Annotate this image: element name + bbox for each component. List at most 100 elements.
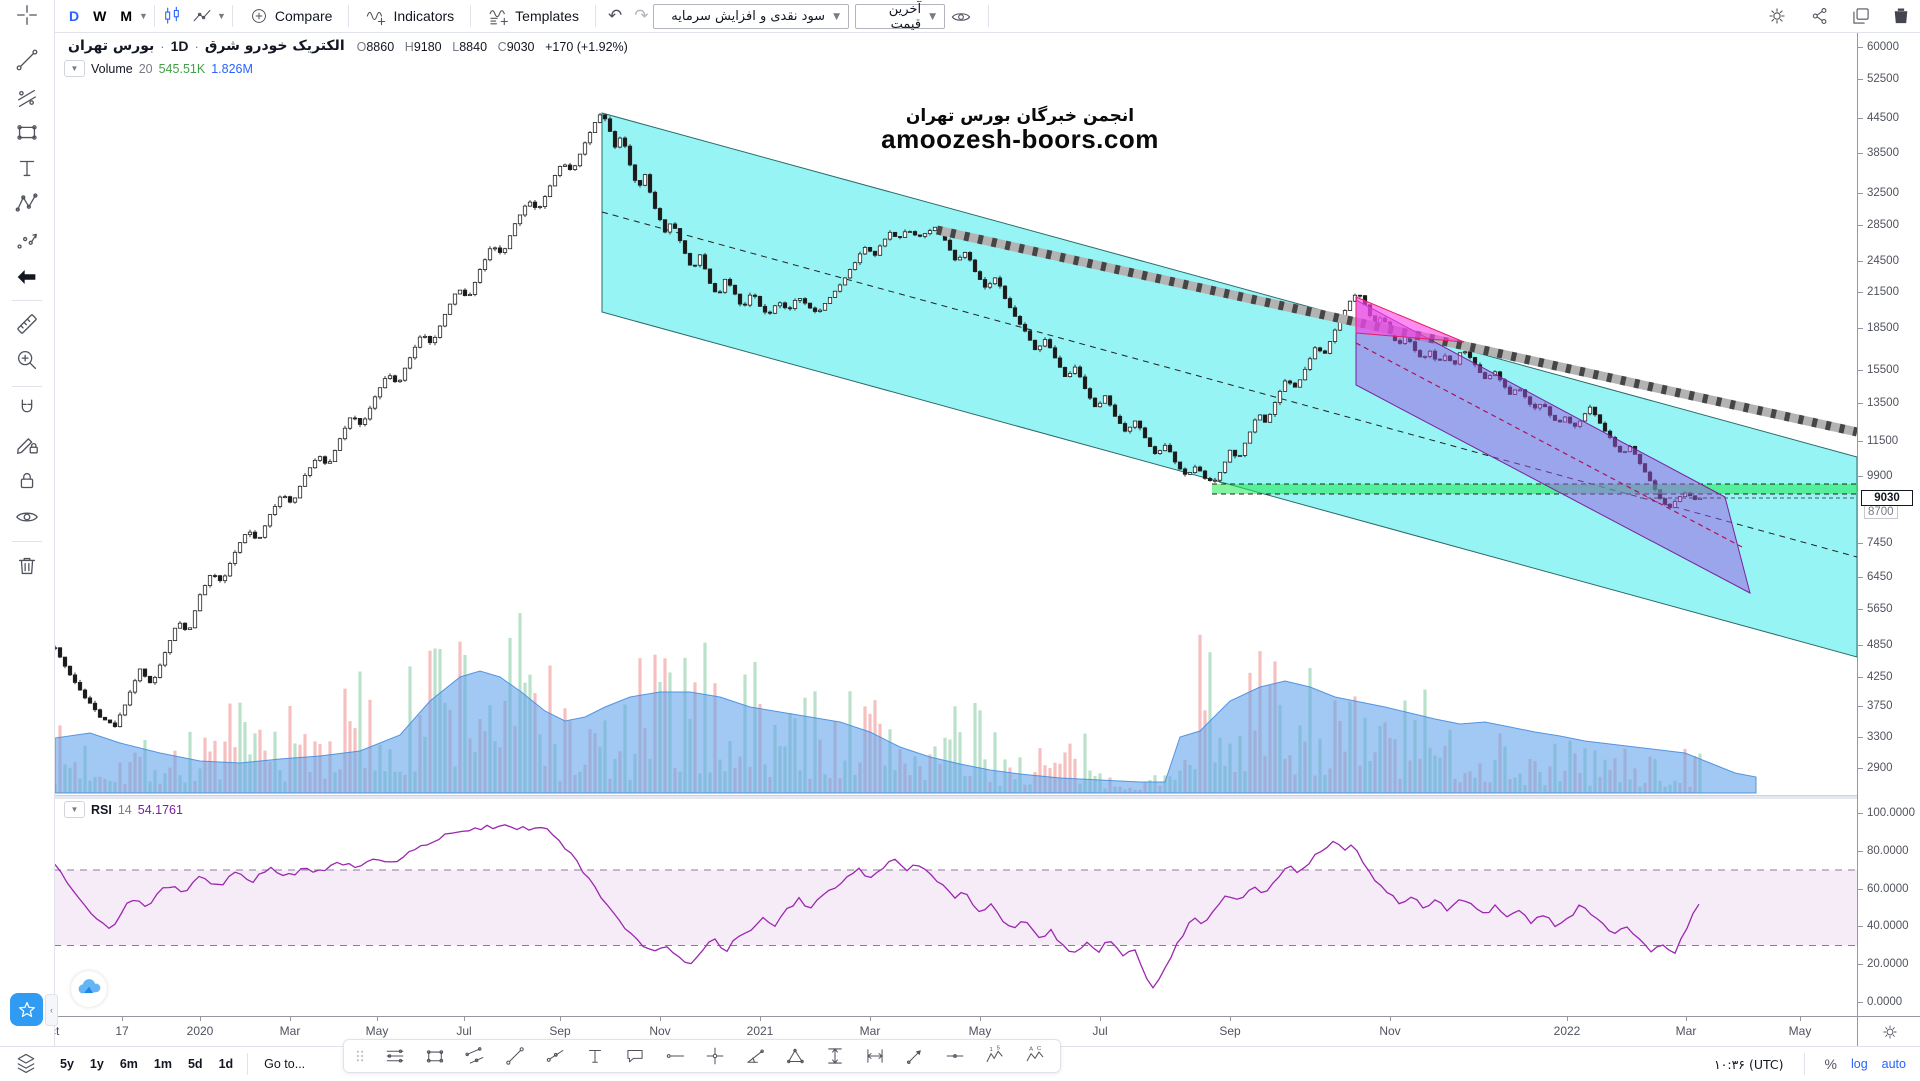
main-chart-canvas[interactable] bbox=[54, 32, 1857, 795]
time-axis-label: Jul bbox=[456, 1024, 472, 1038]
pane-separator[interactable] bbox=[54, 795, 1857, 799]
sidebar-collapse-handle[interactable]: ‹ bbox=[45, 994, 58, 1026]
timeframe-d-button[interactable]: D bbox=[62, 8, 86, 24]
callout-icon[interactable] bbox=[616, 1043, 654, 1069]
ruler-icon[interactable] bbox=[13, 310, 41, 338]
price-tick bbox=[1858, 645, 1863, 646]
hide-all-icon[interactable] bbox=[13, 503, 41, 531]
chart-type-chevron-icon[interactable]: ▼ bbox=[216, 11, 226, 21]
last-price-badge: 9030 bbox=[1861, 490, 1913, 506]
rectangle-icon[interactable] bbox=[13, 118, 41, 146]
candles-chart-type-icon[interactable] bbox=[161, 5, 183, 27]
eye-icon[interactable] bbox=[950, 6, 972, 28]
price-axis[interactable]: 9030 8700 60000 52500 44500 38500 32500 28500… bbox=[1857, 0, 1920, 1016]
drawing-lock-icon[interactable] bbox=[13, 430, 41, 458]
rsi-axis-label: 80.0000 bbox=[1867, 845, 1909, 857]
trend-angle-icon[interactable] bbox=[736, 1043, 774, 1069]
horizontal-line-icon[interactable] bbox=[936, 1043, 974, 1069]
price-tick bbox=[1858, 677, 1863, 678]
volume-label[interactable]: Volume bbox=[91, 61, 133, 76]
rectangle-icon[interactable] bbox=[416, 1043, 454, 1069]
main-chart-pane[interactable] bbox=[54, 32, 1857, 795]
screenshot-icon[interactable] bbox=[1850, 5, 1872, 27]
parallel-channel-icon[interactable] bbox=[456, 1043, 494, 1069]
cross-line-icon[interactable] bbox=[696, 1043, 734, 1069]
range-1m-button[interactable]: 1m bbox=[153, 1057, 172, 1071]
ray-icon[interactable] bbox=[536, 1043, 574, 1069]
timeframe-m-button[interactable]: M bbox=[113, 8, 139, 24]
rsi-canvas[interactable] bbox=[54, 798, 1857, 1016]
date-range-icon[interactable] bbox=[856, 1043, 894, 1069]
triangle-icon[interactable] bbox=[776, 1043, 814, 1069]
auto-scale-button[interactable]: auto bbox=[1881, 1057, 1906, 1071]
timeframe-chevron-icon[interactable]: ▼ bbox=[139, 11, 148, 21]
remove-all-icon[interactable] bbox=[13, 552, 41, 580]
symbol-legend[interactable]: بورس تهران · 1D · الکتریک خودرو شرق O886… bbox=[68, 38, 628, 54]
time-tick bbox=[980, 1017, 981, 1021]
rsi-pane[interactable] bbox=[54, 798, 1857, 1016]
templates-button[interactable]: Templates bbox=[477, 5, 589, 27]
rsi-collapse-button[interactable]: ▼ bbox=[64, 801, 85, 818]
trend-line-icon[interactable] bbox=[496, 1043, 534, 1069]
gear-icon[interactable] bbox=[1766, 5, 1788, 27]
xabcd-pattern-icon[interactable] bbox=[13, 189, 41, 217]
symbol-name[interactable]: الکتریک خودرو شرق bbox=[204, 38, 345, 54]
rsi-tick bbox=[1858, 926, 1863, 927]
drag-handle[interactable] bbox=[350, 1046, 370, 1066]
templates-label: Templates bbox=[515, 8, 579, 24]
zoom-in-icon[interactable] bbox=[13, 346, 41, 374]
text-tool-icon[interactable] bbox=[13, 154, 41, 182]
undo-button[interactable]: ↶ bbox=[607, 6, 623, 25]
delete-layout-icon[interactable] bbox=[1890, 5, 1912, 27]
rsi-legend: ▼ RSI 14 54.1761 bbox=[64, 801, 183, 818]
object-tree-icon[interactable] bbox=[13, 1050, 39, 1076]
dividend-mode-dropdown[interactable]: ▼ سود نقدی و افزایش سرمایه bbox=[653, 4, 849, 29]
arrow-draw-icon[interactable] bbox=[896, 1043, 934, 1069]
volume-collapse-button[interactable]: ▼ bbox=[64, 60, 85, 77]
goto-button[interactable]: Go to... bbox=[264, 1057, 306, 1071]
rsi-axis-label: 20.0000 bbox=[1867, 958, 1909, 970]
lock-all-icon[interactable] bbox=[13, 467, 41, 495]
indicators-button[interactable]: Indicators bbox=[355, 5, 464, 27]
crosshair-icon[interactable] bbox=[13, 1, 41, 29]
log-scale-button[interactable]: log bbox=[1850, 1057, 1868, 1071]
broker-logo[interactable] bbox=[71, 971, 107, 1007]
favorites-toolbar-button[interactable] bbox=[10, 993, 43, 1026]
ohlc-values: O8860 H9180 L8840 C9030 +170 (+1.92%) bbox=[357, 39, 628, 54]
rsi-tick bbox=[1858, 851, 1863, 852]
redo-button[interactable]: ↷ bbox=[634, 6, 649, 25]
share-icon[interactable] bbox=[1809, 5, 1831, 27]
range-1d-button[interactable]: 1d bbox=[218, 1057, 234, 1071]
timeframe-w-button[interactable]: W bbox=[86, 8, 113, 24]
rsi-label[interactable]: RSI bbox=[91, 802, 112, 817]
sidebar-separator bbox=[12, 300, 42, 301]
price-tick bbox=[1858, 441, 1863, 442]
range-5y-button[interactable]: 5y bbox=[60, 1057, 74, 1071]
clock-label[interactable]: ۱۰:۳۶ (UTC) bbox=[1713, 1056, 1784, 1072]
compare-button[interactable]: Compare bbox=[239, 6, 343, 26]
range-1y-button[interactable]: 1y bbox=[89, 1057, 104, 1071]
rsi-axis-label: 60.0000 bbox=[1867, 883, 1909, 895]
interval-label[interactable]: 1D bbox=[170, 38, 189, 54]
time-axis-label: Nov bbox=[1379, 1024, 1401, 1038]
text-tool-icon[interactable] bbox=[576, 1043, 614, 1069]
trend-line-icon[interactable] bbox=[13, 46, 41, 74]
horizontal-ray-icon[interactable] bbox=[656, 1043, 694, 1069]
price-range-icon[interactable] bbox=[816, 1043, 854, 1069]
horizontal-lines-icon[interactable] bbox=[376, 1043, 414, 1069]
magnet-icon[interactable] bbox=[13, 395, 41, 423]
range-5d-button[interactable]: 5d bbox=[187, 1057, 203, 1071]
range-6m-button[interactable]: 6m bbox=[119, 1057, 138, 1071]
forecast-icon[interactable] bbox=[13, 226, 41, 254]
sun-theme-icon[interactable] bbox=[1881, 1023, 1899, 1041]
time-axis-label: 2020 bbox=[186, 1024, 214, 1038]
price-mode-dropdown[interactable]: ▼ آخرین قیمت bbox=[855, 2, 945, 32]
multi-trend-icon[interactable] bbox=[13, 83, 41, 111]
price-axis-label: 3750 bbox=[1867, 700, 1893, 712]
arrow-marker-icon[interactable] bbox=[13, 263, 41, 291]
exchange-name[interactable]: بورس تهران bbox=[68, 38, 155, 54]
line-chart-type-icon[interactable] bbox=[191, 5, 213, 27]
percent-scale-button[interactable]: % bbox=[1824, 1056, 1837, 1072]
